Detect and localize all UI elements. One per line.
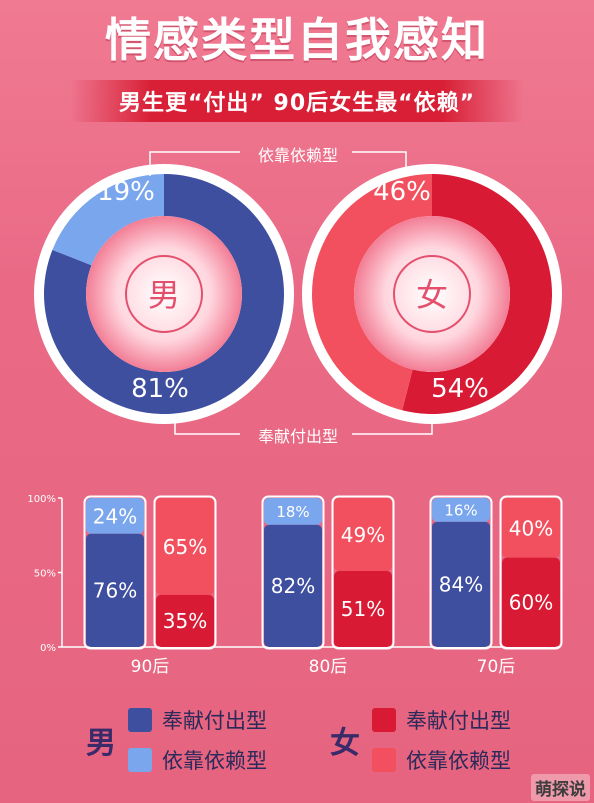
bar-label-dependent: 16% bbox=[444, 502, 477, 520]
stacked-bar-chart: 0% 50% 100% 24% 76% 65% 35% 90后 18% 82% 49% 51% 80后 1… bbox=[27, 494, 563, 677]
bar-frame bbox=[499, 495, 563, 650]
leader-line bbox=[352, 417, 433, 435]
bar-label-dependent: 49% bbox=[341, 523, 385, 547]
bar-label-giving: 51% bbox=[341, 597, 385, 621]
bar-giving bbox=[432, 521, 490, 647]
legend-label: 奉献付出型 bbox=[406, 709, 511, 733]
bar-frame bbox=[261, 495, 325, 650]
y-tick-label: 0% bbox=[40, 643, 56, 654]
bar-giving bbox=[156, 594, 214, 647]
donut-value-label: 54% bbox=[431, 374, 489, 404]
bar-dependent bbox=[334, 498, 392, 572]
subtitle-banner: 男生更“付出” 90后女生最“依赖” bbox=[70, 80, 524, 122]
legend-male-dependent: 依靠依赖型 bbox=[128, 745, 267, 775]
bar-frame bbox=[429, 495, 493, 650]
donut-charts: 男 81% 19% 女 54% 46% bbox=[34, 151, 562, 435]
donut-center-ring bbox=[125, 255, 203, 333]
bar-giving bbox=[334, 571, 392, 647]
bar-label-giving: 60% bbox=[509, 590, 553, 614]
legend-male: 男 奉献付出型 依靠依赖型 bbox=[86, 700, 267, 780]
bar-frame bbox=[153, 495, 217, 650]
bar-label-giving: 35% bbox=[163, 609, 207, 633]
bar-frame bbox=[331, 495, 395, 650]
legend-swatch-male-dependent bbox=[128, 748, 152, 772]
leader-line bbox=[174, 417, 240, 435]
leader-line bbox=[352, 151, 407, 172]
bar-label-giving: 82% bbox=[271, 574, 315, 598]
donut-value-label: 46% bbox=[373, 177, 431, 207]
legend-swatch-female-giving bbox=[372, 708, 396, 732]
bar-dependent bbox=[156, 498, 214, 595]
donut-center-ring bbox=[393, 255, 471, 333]
bar-label-dependent: 65% bbox=[163, 535, 207, 559]
donut-center-label: 男 bbox=[148, 276, 180, 314]
bar-giving bbox=[86, 533, 144, 647]
subtitle-text: 男生更“付出” 90后女生最“依赖” bbox=[118, 91, 476, 116]
bar-dependent bbox=[502, 498, 560, 558]
legend-female: 女 奉献付出型 依靠依赖型 bbox=[330, 700, 511, 780]
bar-frame bbox=[83, 495, 147, 650]
bar-dependent bbox=[264, 498, 322, 525]
donut-inner bbox=[354, 216, 510, 372]
legend-swatch-female-dependent bbox=[372, 748, 396, 772]
legend-female-giving: 奉献付出型 bbox=[372, 705, 511, 735]
bar-label-giving: 76% bbox=[93, 578, 137, 602]
donut-slice-dependent bbox=[311, 174, 432, 411]
legend-label: 依靠依赖型 bbox=[162, 749, 267, 773]
donut-center-label: 女 bbox=[416, 276, 448, 314]
donut-slice-giving bbox=[44, 174, 285, 414]
bar-giving bbox=[264, 524, 322, 647]
x-category-label: 70后 bbox=[477, 657, 516, 677]
bar-giving bbox=[502, 557, 560, 647]
x-category-label: 90后 bbox=[131, 657, 170, 677]
donut-label-giving: 奉献付出型 bbox=[257, 427, 338, 446]
legend-swatch-male-giving bbox=[128, 708, 152, 732]
donut-male: 男 81% 19% bbox=[34, 164, 294, 424]
donut-inner bbox=[86, 216, 242, 372]
watermark: 萌探说 bbox=[531, 774, 590, 801]
bar-label-giving: 84% bbox=[439, 572, 483, 596]
donut-value-label: 81% bbox=[131, 374, 189, 404]
legend-label: 奉献付出型 bbox=[162, 709, 267, 733]
donut-slice-giving bbox=[402, 174, 552, 414]
legend-male-gender: 男 bbox=[86, 726, 116, 761]
leader-line bbox=[149, 151, 240, 176]
legend-male-giving: 奉献付出型 bbox=[128, 705, 267, 735]
y-tick-label: 100% bbox=[27, 494, 56, 505]
bar-dependent bbox=[86, 498, 144, 534]
x-category-label: 80后 bbox=[309, 657, 348, 677]
donut-female: 女 54% 46% bbox=[302, 164, 562, 424]
legend-female-dependent: 依靠依赖型 bbox=[372, 745, 511, 775]
bar-label-dependent: 40% bbox=[509, 516, 553, 540]
donut-value-label: 19% bbox=[97, 177, 155, 207]
bar-label-dependent: 24% bbox=[93, 504, 137, 528]
donut-label-dependent: 依靠依赖型 bbox=[257, 146, 338, 165]
donut-slice-dependent bbox=[52, 174, 165, 266]
bar-dependent bbox=[432, 498, 490, 522]
bar-label-dependent: 18% bbox=[276, 503, 309, 521]
y-tick-label: 50% bbox=[34, 569, 56, 580]
legend-female-gender: 女 bbox=[330, 726, 360, 761]
legend-label: 依靠依赖型 bbox=[406, 749, 511, 773]
page-title: 情感类型自我感知 bbox=[105, 13, 489, 67]
